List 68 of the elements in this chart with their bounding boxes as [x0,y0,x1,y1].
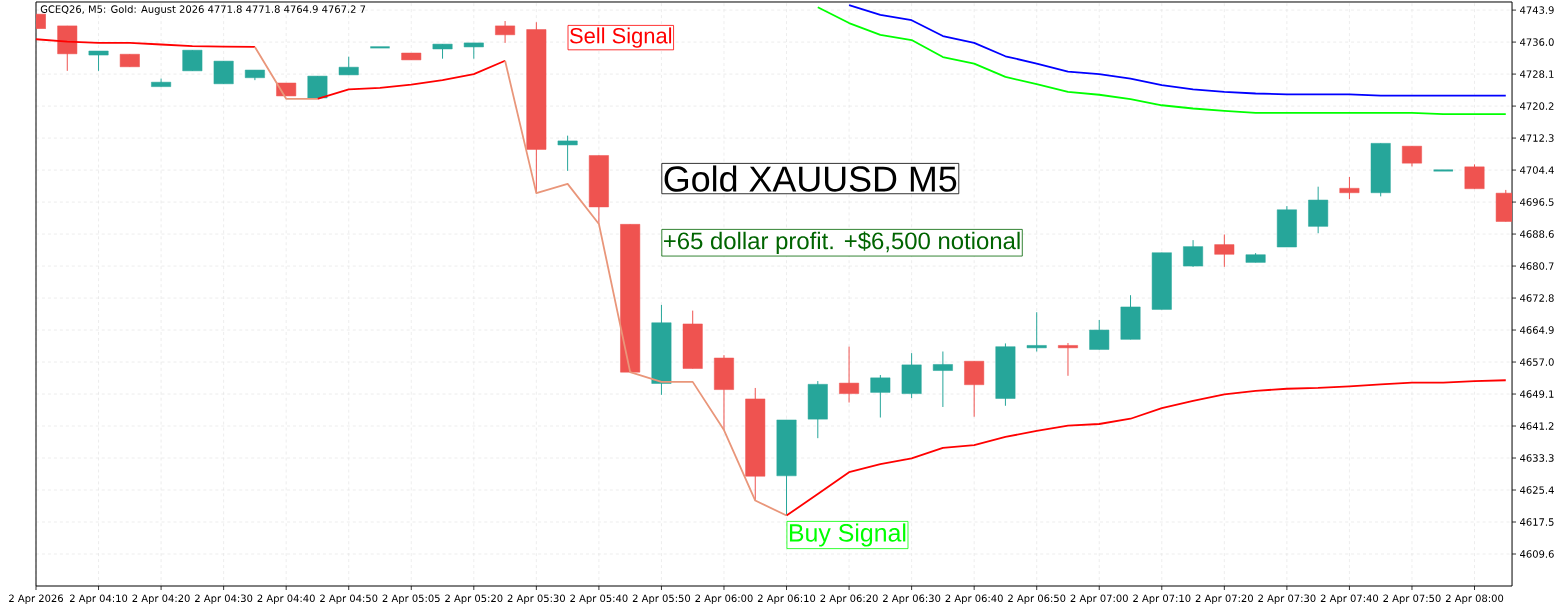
x-tick-label: 2 Apr 05:40 [570,594,628,604]
candlestick [1464,163,1485,190]
y-tick-label: 4625.4 [1520,486,1554,494]
candlestick [1026,311,1047,353]
x-tick-label: 2 Apr 04:10 [69,594,128,604]
x-tick-label: 2 Apr 07:20 [1195,594,1253,604]
candlestick [1432,169,1454,172]
candlestick [1214,233,1235,268]
x-tick-label: 2 Apr 05:20 [445,594,503,604]
candlestick [870,374,891,419]
candlestick [1402,145,1422,167]
annotation: Sell Signal [570,27,672,48]
candlestick [182,49,203,72]
candlestick [307,75,328,99]
y-tick-label: 4720.2 [1520,102,1554,110]
x-tick-label: 2 Apr 08:00 [1445,594,1504,604]
candlestick [213,60,234,85]
y-tick-label: 4688.6 [1520,230,1554,238]
y-tick-label: 4672.8 [1520,294,1554,302]
y-tick-label: 4641.2 [1520,422,1554,430]
annotation: +65 dollar profit. +$6,500 notional [663,231,1020,255]
candlestick [1339,176,1360,200]
y-tick-label: 4712.3 [1520,134,1554,142]
candlestick [1058,342,1078,377]
candlestick [1089,319,1110,350]
x-tick-label: 2 Apr 06:10 [757,594,816,604]
candlestick [338,56,359,76]
x-tick-label: 2 Apr 07:40 [1320,594,1379,604]
y-tick-label: 4649.1 [1520,390,1554,398]
x-tick-label: 2 Apr 04:20 [132,594,190,604]
x-tick-label: 2 Apr 06:30 [883,594,941,604]
x-tick-label: 2 Apr 06:40 [945,594,1003,604]
x-tick-label: 2 Apr 06:00 [695,594,753,604]
candlestick [369,46,391,49]
y-tick-label: 4736.0 [1520,38,1554,46]
x-tick-label: 2 Apr 07:00 [1070,594,1128,604]
candlestick [557,135,578,172]
y-tick-label: 4609.6 [1520,550,1554,558]
candlestick [839,346,860,404]
x-tick-label: 2 Apr 05:30 [507,594,565,604]
x-tick-label: 2 Apr 05:50 [632,594,691,604]
candlestick [964,360,985,418]
y-tick-label: 4680.7 [1520,262,1554,270]
chart-title: GCEQ26, M5: Gold: August 2026 4771.8 4771.8 4764.9 4767.2 7 [40,5,366,15]
y-tick-label: 4704.4 [1520,166,1554,174]
x-tick-label: 2 Apr 04:50 [320,594,378,604]
y-tick-label: 4633.3 [1520,454,1554,462]
candlestick [1183,239,1204,268]
y-tick-label: 4743.9 [1520,6,1554,14]
candlestick [495,20,516,44]
x-tick-label: 2 Apr 07:10 [1133,594,1191,604]
annotation: Buy Signal [789,523,906,547]
x-tick-label: 2 Apr 04:40 [257,594,315,604]
candlestick [932,351,953,408]
y-tick-label: 4617.5 [1520,518,1554,526]
candlestick [88,50,109,72]
x-tick-label: 2 Apr 07:50 [1383,594,1441,604]
y-tick-label: 4657.0 [1520,358,1554,366]
x-tick-label: 2 Apr 06:50 [1008,594,1066,604]
x-tick-label: 2 Apr 05:05 [382,594,440,604]
y-tick-label: 4664.9 [1520,326,1554,334]
x-tick-label: 2 Apr 07:30 [1258,594,1316,604]
y-tick-label: 4728.1 [1520,70,1554,78]
annotation: Gold XAUUSD M5 [664,165,957,192]
y-tick-label: 4696.5 [1520,198,1554,206]
x-tick-label: 2 Apr 06:20 [820,594,878,604]
x-tick-label: 2 Apr 2026 [9,594,63,604]
x-tick-label: 2 Apr 04:30 [195,594,253,604]
